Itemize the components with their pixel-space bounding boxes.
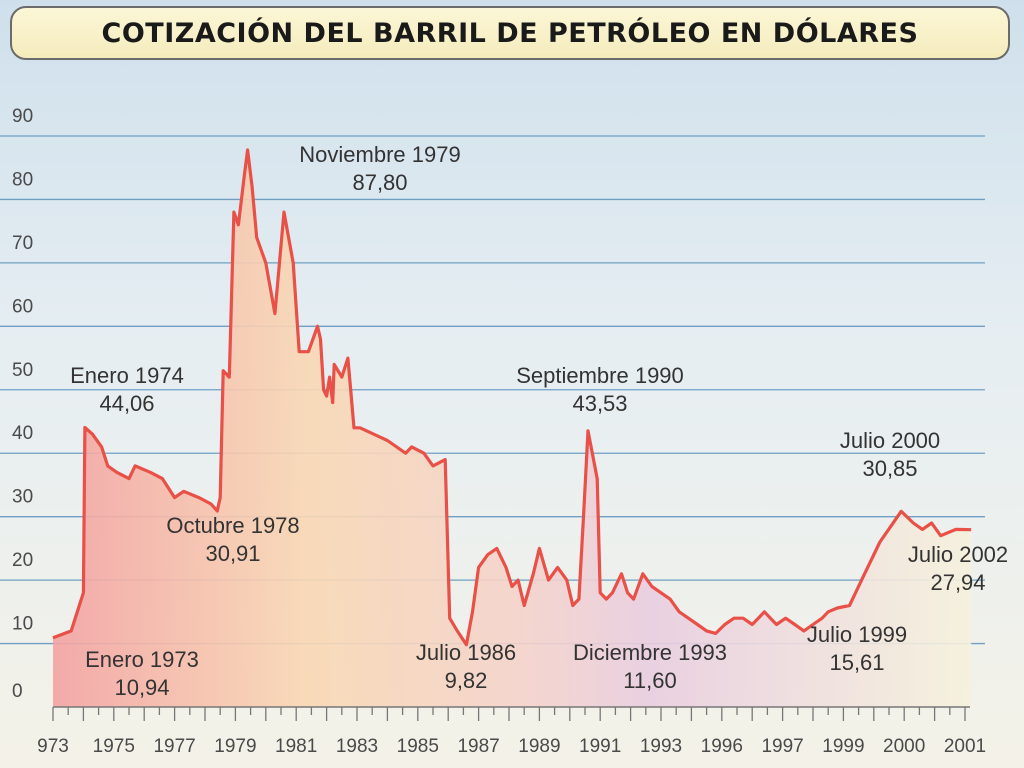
x-tick-label-1979: 1979	[214, 736, 256, 757]
x-tick-label-1999: 1999	[822, 736, 864, 757]
annotation-label-octubre-1978: Octubre 1978	[166, 513, 299, 538]
y-axis-ticks: 0 10 20 30 40 50 60 70 80 90	[12, 106, 33, 702]
annotation-label-enero-1973: Enero 1973	[85, 647, 199, 672]
annotation-value-julio-2002: 27,94	[930, 570, 985, 595]
annotation-value-enero-1974: 44,06	[99, 391, 154, 416]
x-tick-label-1981: 1981	[275, 736, 317, 757]
annotation-label-diciembre-1993: Diciembre 1993	[573, 640, 727, 665]
annotation-label-septiembre-1990: Septiembre 1990	[516, 363, 684, 388]
x-tick-label-2000: 2000	[883, 736, 925, 757]
series-area-fill	[53, 150, 972, 707]
x-tick-label-1989: 1989	[518, 736, 560, 757]
chart-title-box: COTIZACIÓN DEL BARRIL DE PETRÓLEO EN DÓL…	[10, 6, 1010, 60]
annotation-value-noviembre-1979: 87,80	[352, 170, 407, 195]
annotation-value-diciembre-1993: 11,60	[623, 668, 676, 693]
y-tick-label-70: 70	[12, 233, 33, 254]
annotation-value-julio-2000: 30,85	[862, 456, 917, 481]
y-tick-label-80: 80	[12, 169, 33, 190]
annotation-value-julio-1986: 9,82	[445, 668, 488, 693]
annotations: Noviembre 1979 87,80 Enero 1974 44,06 Septie…	[70, 142, 1008, 700]
annotation-label-noviembre-1979: Noviembre 1979	[299, 142, 460, 167]
series-line	[52, 148, 972, 647]
annotation-value-octubre-1978: 30,91	[205, 541, 260, 566]
annotation-value-julio-1999: 15,61	[829, 650, 884, 675]
annotation-label-julio-2002: Julio 2002	[908, 542, 1008, 567]
x-tick-label-1977: 1977	[153, 736, 195, 757]
x-tick-label-973: 973	[37, 736, 69, 757]
y-tick-label-60: 60	[12, 296, 33, 317]
annotation-value-enero-1973: 10,94	[114, 675, 169, 700]
x-tick-label-1985: 1985	[397, 736, 439, 757]
annotation-value-septiembre-1990: 43,53	[572, 391, 627, 416]
x-tick-label-1997: 1997	[761, 736, 803, 757]
annotation-label-enero-1974: Enero 1974	[70, 363, 184, 388]
y-tick-label-20: 20	[12, 550, 33, 571]
y-tick-label-50: 50	[12, 360, 33, 381]
x-axis: 973 1975 1977 1979 1981 1983 1985 1987 1989 1991 1…	[37, 706, 986, 757]
x-tick-label-1996: 1996	[701, 736, 743, 757]
x-tick-label-2001: 2001	[944, 736, 986, 757]
annotation-label-julio-1986: Julio 1986	[416, 640, 516, 665]
x-tick-label-1993: 1993	[640, 736, 682, 757]
x-tick-label-1991: 1991	[579, 736, 621, 757]
x-tick-label-1983: 1983	[336, 736, 378, 757]
y-tick-label-30: 30	[12, 487, 33, 508]
x-tick-label-1987: 1987	[457, 736, 499, 757]
x-tick-label-1975: 1975	[93, 736, 135, 757]
y-tick-label-10: 10	[12, 614, 33, 635]
y-tick-label-40: 40	[12, 423, 33, 444]
y-tick-label-90: 90	[12, 106, 33, 127]
chart-title: COTIZACIÓN DEL BARRIL DE PETRÓLEO EN DÓL…	[101, 17, 919, 49]
annotation-label-julio-1999: Julio 1999	[807, 622, 907, 647]
y-tick-label-0: 0	[12, 681, 23, 702]
annotation-label-julio-2000: Julio 2000	[840, 428, 940, 453]
